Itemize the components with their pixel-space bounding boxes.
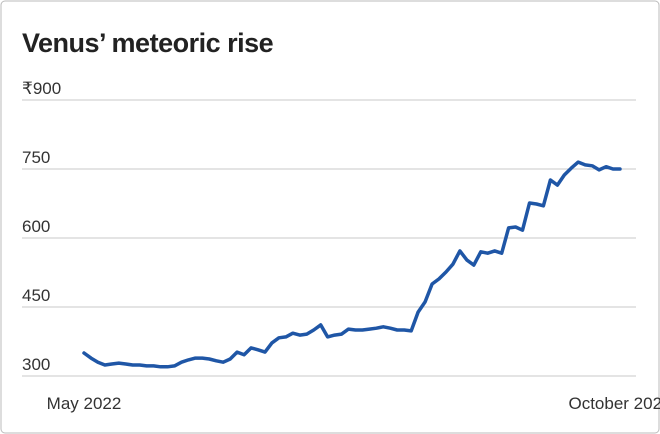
grid: 300 450 600 750 ₹900 May 2022 October 2022 [22,79,660,413]
y-tick-label: 750 [22,148,50,167]
chart-title: Venus’ meteoric rise [22,28,274,58]
y-tick-label: 300 [22,355,50,374]
series-line [82,160,622,369]
y-tick-label: ₹900 [22,79,61,98]
x-tick-label: May 2022 [47,394,122,413]
y-tick-label: 600 [22,217,50,236]
x-tick-label: October 2022 [568,394,660,413]
y-tick-label: 450 [22,286,50,305]
plot [82,160,622,369]
